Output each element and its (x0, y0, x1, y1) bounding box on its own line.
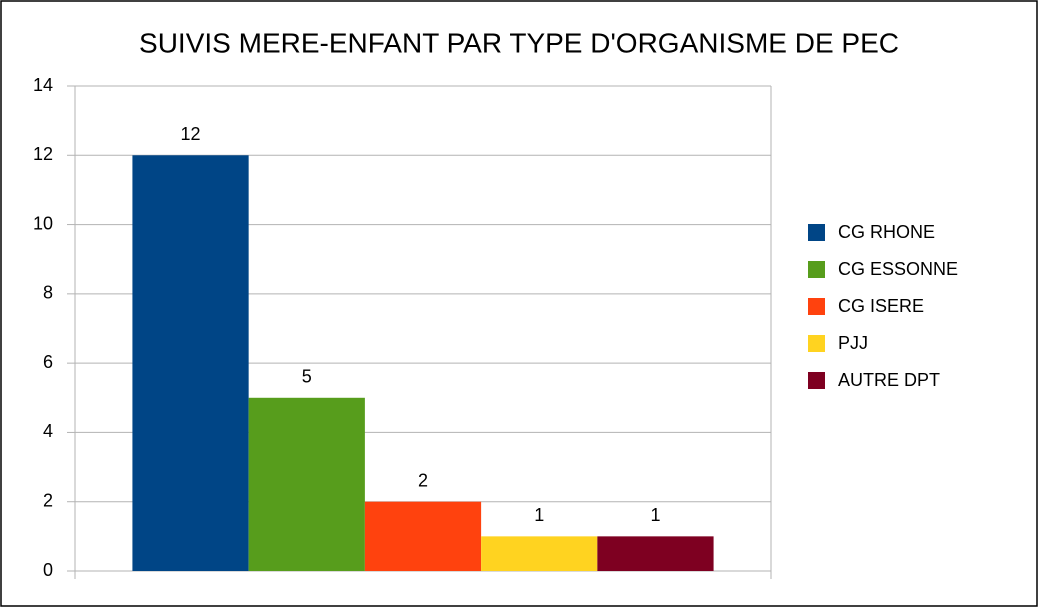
y-tick-label: 4 (43, 421, 53, 441)
chart-title: SUIVIS MERE-ENFANT PAR TYPE D'ORGANISME … (139, 27, 899, 58)
y-tick-label: 8 (43, 283, 53, 303)
data-label: 1 (650, 505, 660, 525)
legend-swatch (808, 298, 825, 315)
bar (481, 536, 598, 571)
legend-swatch (808, 261, 825, 278)
bar (132, 155, 249, 572)
data-label: 12 (181, 124, 201, 144)
legend-swatch (808, 335, 825, 352)
data-label: 5 (302, 367, 312, 387)
data-label: 2 (418, 470, 428, 490)
legend-label: AUTRE DPT (838, 370, 940, 390)
legend-label: PJJ (838, 333, 868, 353)
y-tick-label: 14 (33, 75, 53, 95)
bar (248, 397, 365, 571)
legend-label: CG ESSONNE (838, 259, 958, 279)
data-label: 1 (534, 505, 544, 525)
y-tick-label: 0 (43, 560, 53, 580)
legend-swatch (808, 224, 825, 241)
y-tick-label: 2 (43, 490, 53, 510)
y-tick-label: 12 (33, 144, 53, 164)
bar (364, 501, 482, 571)
legend-label: CG ISERE (838, 296, 924, 316)
bar (597, 536, 714, 571)
legend-label: CG RHONE (838, 222, 935, 242)
legend-swatch (808, 372, 825, 389)
y-tick-label: 10 (33, 213, 53, 233)
y-tick-label: 6 (43, 352, 53, 372)
